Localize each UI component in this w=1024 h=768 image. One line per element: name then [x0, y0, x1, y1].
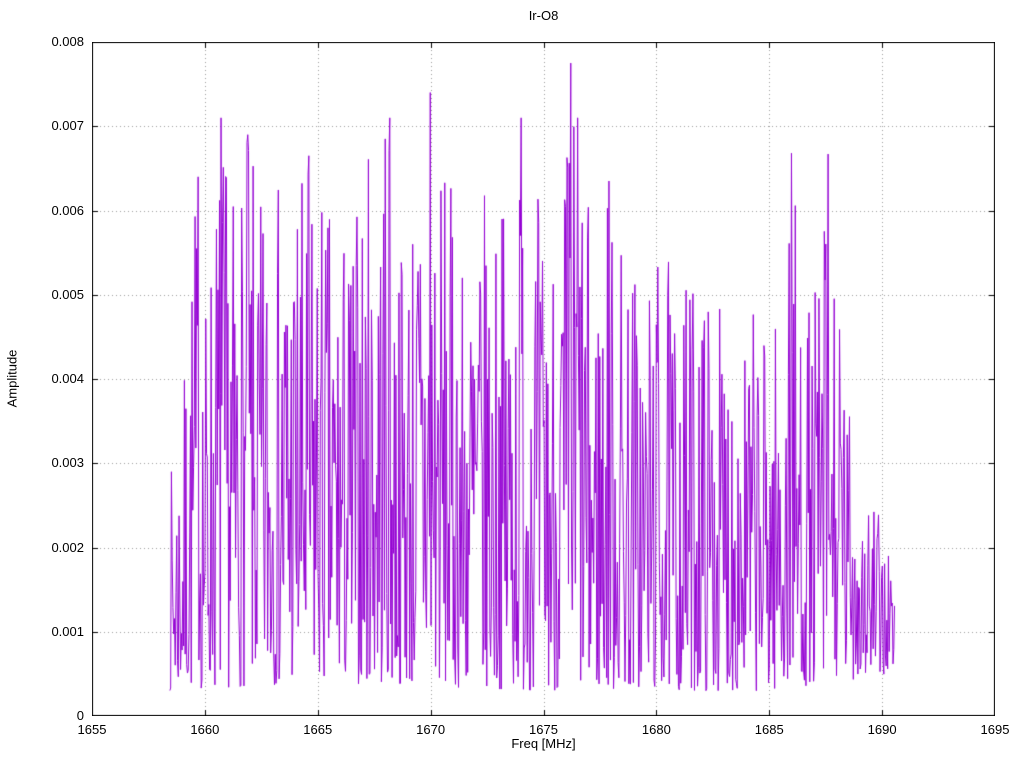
y-tick-label: 0.001: [51, 623, 84, 639]
x-tick-label: 1660: [190, 722, 220, 737]
x-tick-label: 1690: [867, 722, 897, 737]
x-tick-label: 1675: [529, 722, 558, 737]
x-tick-label: 1685: [754, 722, 784, 737]
x-tick-label: 1655: [77, 722, 107, 737]
y-tick-label: 0.007: [51, 118, 84, 134]
x-tick-label: 1695: [980, 722, 1010, 737]
y-tick-label: 0.006: [51, 202, 84, 218]
y-tick-label: 0: [76, 708, 84, 723]
x-tick-label: 1665: [303, 722, 333, 737]
y-tick-label: 0.005: [51, 286, 84, 302]
x-tick-label: 1680: [641, 722, 671, 737]
plot-canvas: [92, 42, 995, 716]
x-axis-label: Freq [MHz]: [511, 736, 576, 751]
y-tick-label: 0.002: [51, 539, 84, 555]
y-tick-label: 0.004: [51, 371, 84, 386]
y-axis-label: Amplitude: [4, 349, 20, 408]
y-tick-label: 0.008: [51, 34, 84, 49]
y-tick-label: 0.003: [51, 455, 84, 471]
chart-title: Ir-O8: [528, 8, 559, 23]
x-tick-label: 1670: [416, 722, 446, 737]
